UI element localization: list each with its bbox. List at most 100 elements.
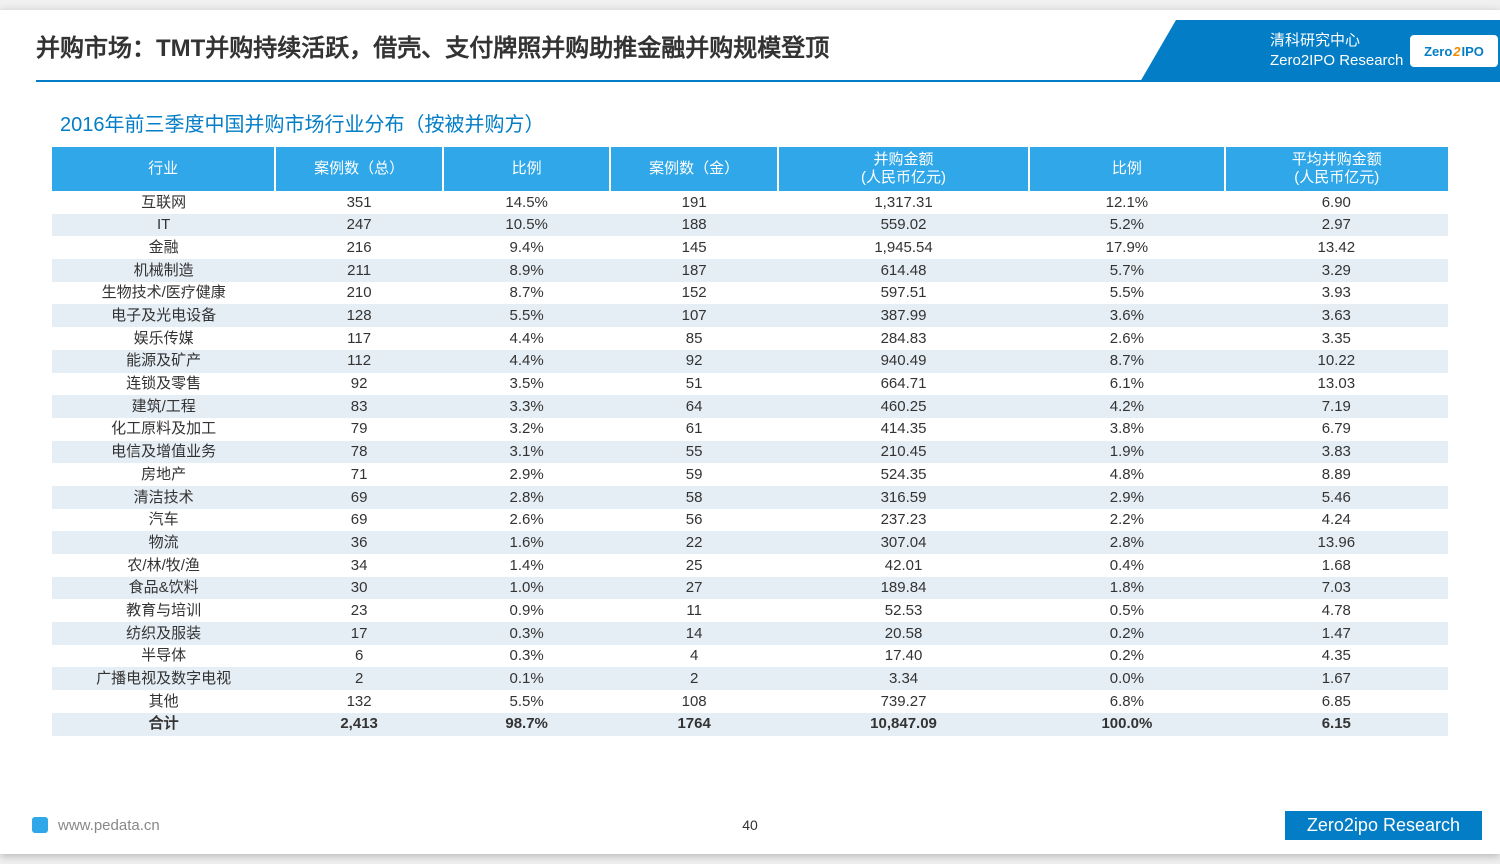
table-row: 纺织及服装170.3%1420.580.2%1.47 — [52, 622, 1448, 645]
table-cell: 237.23 — [778, 509, 1029, 532]
table-cell: 10.22 — [1225, 350, 1448, 373]
table-cell: 8.9% — [443, 259, 611, 282]
table-cell: 1764 — [610, 713, 778, 736]
table-cell: 112 — [275, 350, 443, 373]
table-row: 清洁技术692.8%58316.592.9%5.46 — [52, 486, 1448, 509]
table-cell: 房地产 — [52, 463, 275, 486]
logo-right: IPO — [1462, 44, 1484, 59]
table-row: 电信及增值业务783.1%55210.451.9%3.83 — [52, 441, 1448, 464]
table-cell: 98.7% — [443, 713, 611, 736]
table-row: 化工原料及加工793.2%61414.353.8%6.79 — [52, 418, 1448, 441]
table-cell: 316.59 — [778, 486, 1029, 509]
table-cell: 2.9% — [1029, 486, 1224, 509]
table-cell: 9.4% — [443, 236, 611, 259]
table-cell: 12.1% — [1029, 191, 1224, 214]
table-cell: 0.1% — [443, 667, 611, 690]
table-row: 互联网35114.5%1911,317.3112.1%6.90 — [52, 191, 1448, 214]
table-cell: 100.0% — [1029, 713, 1224, 736]
table-head: 行业案例数（总）比例案例数（金）并购金额(人民币亿元)比例平均并购金额(人民币亿… — [52, 147, 1448, 191]
table-cell: 1.4% — [443, 554, 611, 577]
table-cell: 71 — [275, 463, 443, 486]
table-cell: 食品&饮料 — [52, 577, 275, 600]
table-cell: 52.53 — [778, 599, 1029, 622]
table-cell: 6.85 — [1225, 690, 1448, 713]
table-cell: 3.2% — [443, 418, 611, 441]
table-cell: 8.89 — [1225, 463, 1448, 486]
column-header: 案例数（总） — [275, 147, 443, 191]
table-cell: 娱乐传媒 — [52, 327, 275, 350]
table-cell: 0.2% — [1029, 645, 1224, 668]
table-cell: 4.8% — [1029, 463, 1224, 486]
footer-url: www.pedata.cn — [58, 817, 160, 834]
table-cell: 4 — [610, 645, 778, 668]
table-cell: 5.7% — [1029, 259, 1224, 282]
table-cell: 187 — [610, 259, 778, 282]
table-row: IT24710.5%188559.025.2%2.97 — [52, 214, 1448, 237]
table-cell: 8.7% — [1029, 350, 1224, 373]
column-header: 并购金额(人民币亿元) — [778, 147, 1029, 191]
table-cell: 6.90 — [1225, 191, 1448, 214]
table-cell: 17.40 — [778, 645, 1029, 668]
table-cell: 机械制造 — [52, 259, 275, 282]
table-row: 生物技术/医疗健康2108.7%152597.515.5%3.93 — [52, 282, 1448, 305]
table-cell: 664.71 — [778, 373, 1029, 396]
table-cell: 152 — [610, 282, 778, 305]
table-total-row: 合计2,41398.7%176410,847.09100.0%6.15 — [52, 713, 1448, 736]
table-cell: 3.1% — [443, 441, 611, 464]
table-cell: 7.19 — [1225, 395, 1448, 418]
table-cell: 半导体 — [52, 645, 275, 668]
table-cell: 351 — [275, 191, 443, 214]
table-cell: 电信及增值业务 — [52, 441, 275, 464]
table-cell: 51 — [610, 373, 778, 396]
table-cell: 597.51 — [778, 282, 1029, 305]
table-cell: 4.35 — [1225, 645, 1448, 668]
table-cell: 559.02 — [778, 214, 1029, 237]
table-cell: 0.4% — [1029, 554, 1224, 577]
table-cell: 10,847.09 — [778, 713, 1029, 736]
table-cell: 能源及矿产 — [52, 350, 275, 373]
table-cell: 69 — [275, 486, 443, 509]
table-cell: 1.9% — [1029, 441, 1224, 464]
table-cell: 36 — [275, 531, 443, 554]
logo-zone: 清科研究中心 Zero2IPO Research Zero 2 IPO — [1408, 20, 1500, 69]
table-cell: 58 — [610, 486, 778, 509]
table-cell: 农/林/牧/渔 — [52, 554, 275, 577]
table-cell: 128 — [275, 304, 443, 327]
table-cell: 合计 — [52, 713, 275, 736]
table-cell: 3.35 — [1225, 327, 1448, 350]
table-cell: 940.49 — [778, 350, 1029, 373]
table-cell: 307.04 — [778, 531, 1029, 554]
table-cell: 0.9% — [443, 599, 611, 622]
table-cell: 3.29 — [1225, 259, 1448, 282]
table-cell: 2 — [275, 667, 443, 690]
table-cell: 5.5% — [443, 304, 611, 327]
table-cell: 387.99 — [778, 304, 1029, 327]
table-cell: 145 — [610, 236, 778, 259]
table-cell: 460.25 — [778, 395, 1029, 418]
table-row: 机械制造2118.9%187614.485.7%3.29 — [52, 259, 1448, 282]
table-row: 金融2169.4%1451,945.5417.9%13.42 — [52, 236, 1448, 259]
footer-url-block: www.pedata.cn — [32, 817, 160, 834]
table-cell: 3.8% — [1029, 418, 1224, 441]
table-cell: 10.5% — [443, 214, 611, 237]
table-cell: 79 — [275, 418, 443, 441]
table-cell: IT — [52, 214, 275, 237]
logo-mid: 2 — [1453, 44, 1460, 59]
table-cell: 清洁技术 — [52, 486, 275, 509]
table-cell: 1,317.31 — [778, 191, 1029, 214]
table-cell: 108 — [610, 690, 778, 713]
table-cell: 117 — [275, 327, 443, 350]
table-row: 能源及矿产1124.4%92940.498.7%10.22 — [52, 350, 1448, 373]
table-cell: 2.2% — [1029, 509, 1224, 532]
table-row: 半导体60.3%417.400.2%4.35 — [52, 645, 1448, 668]
table-cell: 132 — [275, 690, 443, 713]
column-header: 行业 — [52, 147, 275, 191]
table-cell: 92 — [610, 350, 778, 373]
table-cell: 电子及光电设备 — [52, 304, 275, 327]
footer: www.pedata.cn 40 Zero2ipo Research — [0, 810, 1500, 840]
table-cell: 5.46 — [1225, 486, 1448, 509]
table-cell: 22 — [610, 531, 778, 554]
table-cell: 6.8% — [1029, 690, 1224, 713]
table-cell: 3.3% — [443, 395, 611, 418]
table-row: 建筑/工程833.3%64460.254.2%7.19 — [52, 395, 1448, 418]
